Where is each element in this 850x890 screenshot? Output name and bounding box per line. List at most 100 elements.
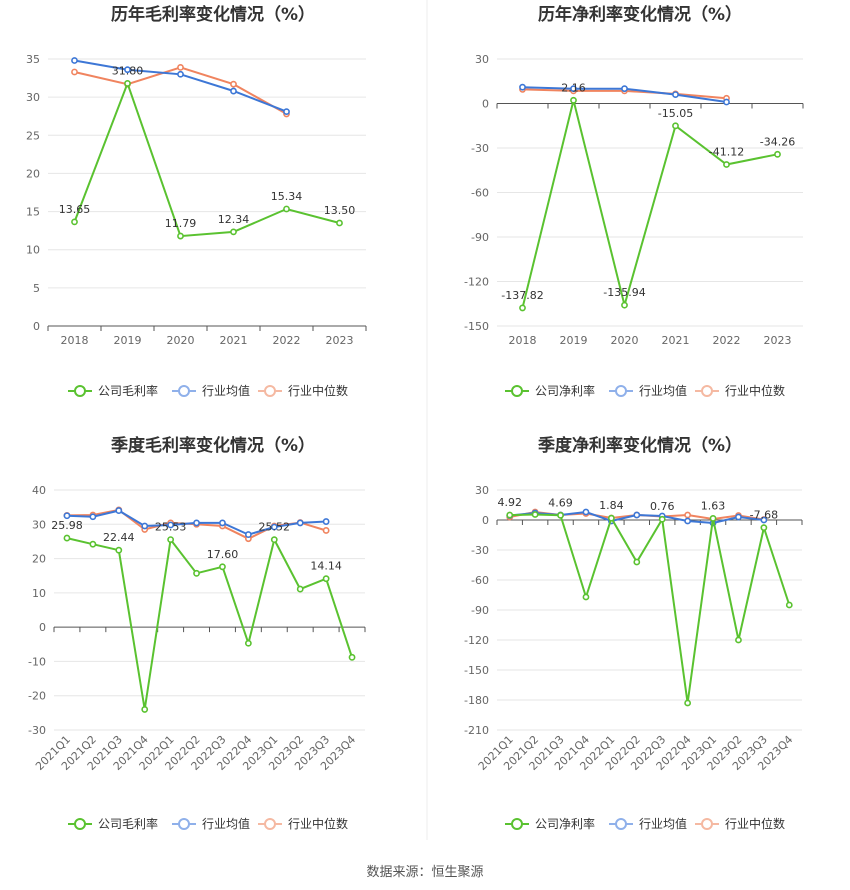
data-point[interactable] — [244, 531, 252, 538]
data-point[interactable] — [723, 161, 730, 168]
data-label: 11.79 — [165, 217, 197, 230]
data-point[interactable] — [684, 699, 692, 707]
data-label: 1.63 — [701, 499, 726, 512]
data-point[interactable] — [684, 517, 692, 525]
data-point[interactable] — [124, 66, 131, 74]
legend-item-industry-median[interactable]: 行业中位数 — [258, 816, 348, 831]
data-point[interactable] — [672, 91, 679, 98]
data-point[interactable] — [270, 536, 278, 544]
data-point[interactable] — [167, 521, 175, 529]
legend-item-industry-average[interactable]: 行业均值 — [609, 383, 687, 398]
y-tick-label: 0 — [33, 320, 40, 333]
y-tick-label: -10 — [28, 655, 46, 668]
data-point[interactable] — [124, 80, 131, 87]
legend-item-company[interactable]: 公司毛利率 — [68, 383, 158, 398]
data-point[interactable] — [774, 150, 781, 158]
data-point[interactable] — [115, 546, 123, 554]
y-tick-label: 20 — [32, 553, 46, 566]
data-point[interactable] — [760, 516, 768, 524]
data-point[interactable] — [723, 98, 730, 106]
legend-label: 行业均值 — [202, 816, 250, 831]
data-point[interactable] — [607, 514, 615, 522]
data-point[interactable] — [193, 569, 200, 577]
legend-item-industry-median[interactable]: 行业中位数 — [258, 383, 348, 398]
data-point[interactable] — [177, 232, 184, 240]
data-point[interactable] — [709, 514, 717, 522]
data-point[interactable] — [582, 593, 590, 601]
data-point[interactable] — [633, 558, 641, 566]
data-point[interactable] — [570, 96, 577, 104]
data-point[interactable] — [219, 563, 226, 571]
y-tick-label: -120 — [464, 634, 489, 647]
data-point[interactable] — [230, 228, 237, 236]
data-point[interactable] — [336, 219, 343, 227]
data-point[interactable] — [115, 507, 123, 514]
data-point[interactable] — [193, 519, 200, 527]
data-point[interactable] — [296, 519, 304, 527]
legend-marker — [178, 385, 190, 397]
legend-label: 行业均值 — [639, 816, 687, 831]
data-point[interactable] — [296, 585, 304, 593]
data-point[interactable] — [219, 519, 226, 527]
data-point[interactable] — [684, 511, 692, 519]
data-point[interactable] — [63, 512, 71, 520]
data-point[interactable] — [270, 523, 278, 531]
y-tick-label: 0 — [39, 621, 46, 634]
data-point[interactable] — [141, 706, 149, 713]
data-point[interactable] — [141, 522, 149, 530]
legend-marker — [178, 818, 190, 830]
data-point[interactable] — [582, 508, 590, 516]
data-point[interactable] — [89, 540, 97, 548]
data-point[interactable] — [244, 639, 252, 647]
data-point[interactable] — [672, 122, 679, 130]
x-tick-label: 2018 — [61, 334, 89, 347]
data-point[interactable] — [283, 108, 290, 116]
legend-item-company[interactable]: 公司净利率 — [505, 816, 595, 831]
data-point[interactable] — [531, 511, 539, 518]
y-tick-label: 15 — [26, 206, 40, 219]
data-point[interactable] — [658, 515, 666, 523]
data-point[interactable] — [63, 534, 71, 542]
data-point[interactable] — [760, 524, 768, 532]
data-point[interactable] — [177, 63, 184, 71]
data-point[interactable] — [621, 85, 628, 93]
data-point[interactable] — [89, 513, 97, 521]
legend-item-industry-median[interactable]: 行业中位数 — [695, 383, 785, 398]
data-label: 13.50 — [324, 204, 356, 217]
y-tick-label: -30 — [471, 544, 489, 557]
legend-item-industry-average[interactable]: 行业均值 — [172, 816, 250, 831]
legend-item-company[interactable]: 公司毛利率 — [68, 816, 158, 831]
legend-item-industry-median[interactable]: 行业中位数 — [695, 816, 785, 831]
legend-item-industry-average[interactable]: 行业均值 — [172, 383, 250, 398]
data-point[interactable] — [167, 536, 175, 544]
y-tick-label: 10 — [32, 587, 46, 600]
data-point[interactable] — [633, 511, 641, 519]
x-tick-label: 2021 — [220, 334, 248, 347]
data-point[interactable] — [519, 304, 526, 312]
data-point[interactable] — [322, 518, 330, 525]
data-point[interactable] — [735, 636, 742, 644]
data-point[interactable] — [71, 218, 78, 226]
legend-item-industry-average[interactable]: 行业均值 — [609, 816, 687, 831]
data-point[interactable] — [230, 80, 237, 88]
data-point[interactable] — [322, 575, 330, 583]
data-point[interactable] — [230, 87, 237, 95]
data-label: 13.65 — [59, 203, 91, 216]
x-tick-label: 2021 — [662, 334, 690, 347]
legend-item-company[interactable]: 公司净利率 — [505, 383, 595, 398]
data-point[interactable] — [506, 511, 514, 519]
data-point[interactable] — [735, 513, 742, 521]
data-point[interactable] — [785, 601, 793, 609]
data-point[interactable] — [621, 301, 628, 309]
data-point[interactable] — [348, 653, 356, 661]
data-point[interactable] — [71, 57, 78, 64]
data-label: 17.60 — [207, 548, 239, 561]
data-point[interactable] — [322, 527, 330, 534]
data-point[interactable] — [283, 205, 290, 213]
y-tick-label: 30 — [475, 53, 489, 66]
data-point[interactable] — [570, 85, 577, 93]
data-point[interactable] — [177, 70, 184, 78]
data-point[interactable] — [557, 511, 564, 519]
data-point[interactable] — [519, 83, 526, 91]
data-point[interactable] — [71, 68, 78, 76]
